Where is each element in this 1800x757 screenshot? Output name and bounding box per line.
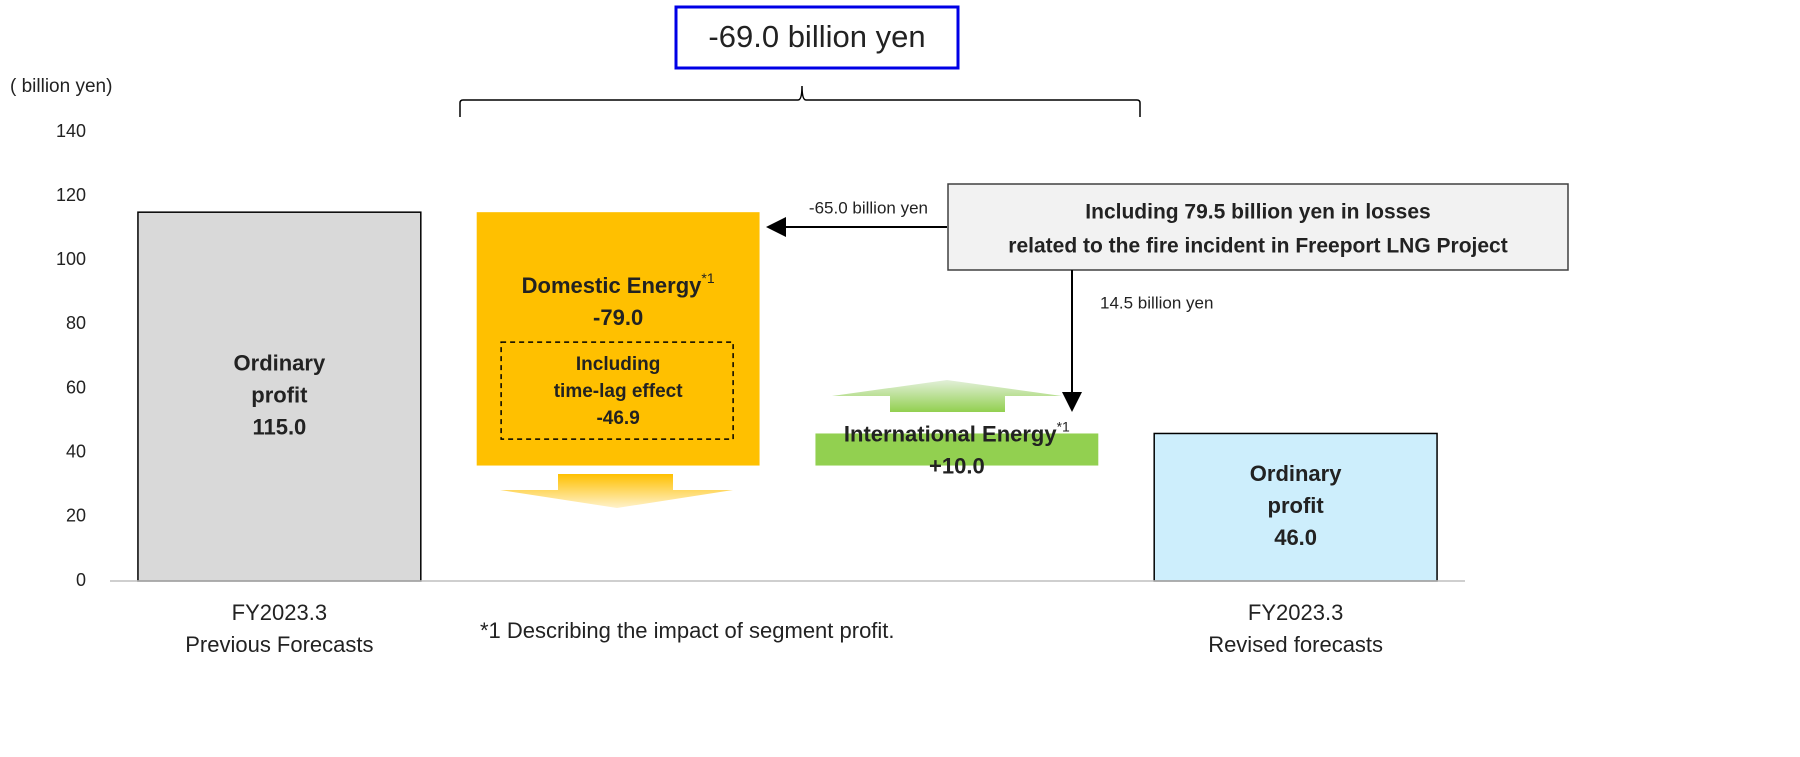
x-tick-label: FY2023.3	[232, 600, 327, 625]
value-label: -79.0	[593, 305, 643, 330]
bar-label: Ordinary	[1250, 461, 1342, 486]
unit-label: ( billion yen)	[10, 76, 112, 97]
note-line: time-lag effect	[554, 381, 683, 402]
value-label: 46.0	[1274, 525, 1317, 550]
bracket	[459, 85, 1141, 117]
footnote-mark: *1	[1057, 418, 1070, 434]
up-arrow	[832, 380, 1062, 412]
bar-label-text: profit	[251, 382, 308, 407]
bar-label: Domestic Energy*1	[522, 270, 715, 298]
x-tick-label: FY2023.3	[1248, 600, 1343, 625]
total-box	[674, 5, 960, 70]
bar-label-text: Ordinary	[1250, 461, 1342, 486]
bar-label-text: Domestic Energy	[522, 273, 702, 298]
bar	[476, 212, 760, 466]
bar-label: profit	[1268, 493, 1325, 518]
callout-down: 14.5 billion yen	[1100, 293, 1213, 312]
total-change: -69.0 billion yen	[708, 19, 925, 54]
x-tick-label: Previous Forecasts	[185, 632, 373, 657]
bar-label: profit	[251, 382, 308, 407]
footnote-mark: *1	[701, 270, 714, 286]
y-tick-label: 100	[56, 249, 86, 269]
callout-box	[947, 183, 1569, 271]
footnote: *1 Describing the impact of segment prof…	[480, 618, 895, 643]
y-tick-label: 0	[76, 570, 86, 590]
bar	[1153, 432, 1438, 582]
bar-label: International Energy*1	[844, 418, 1070, 446]
bar-label: Ordinary	[234, 350, 326, 375]
bar-label-text: Ordinary	[234, 350, 326, 375]
x-tick-label: Revised forecasts	[1208, 632, 1383, 657]
bar	[815, 433, 1099, 466]
callout-line: related to the fire incident in Freeport…	[1008, 235, 1507, 258]
note-box	[500, 341, 734, 440]
bar	[137, 211, 422, 582]
note-value: -46.9	[596, 408, 639, 429]
y-tick-label: 140	[56, 121, 86, 141]
y-tick-label: 40	[66, 441, 86, 461]
y-tick-label: 120	[56, 185, 86, 205]
y-tick-label: 80	[66, 313, 86, 333]
note-line: Including	[576, 354, 660, 375]
value-label: +10.0	[929, 453, 985, 478]
y-tick-label: 20	[66, 506, 86, 526]
callout-left: -65.0 billion yen	[809, 198, 928, 217]
bar-label-text: profit	[1268, 493, 1325, 518]
y-tick-label: 60	[66, 377, 86, 397]
bar-label-text: International Energy	[844, 421, 1057, 446]
down-arrow	[500, 474, 733, 508]
callout-line: Including 79.5 billion yen in losses	[1085, 201, 1430, 224]
value-label: 115.0	[252, 414, 306, 439]
